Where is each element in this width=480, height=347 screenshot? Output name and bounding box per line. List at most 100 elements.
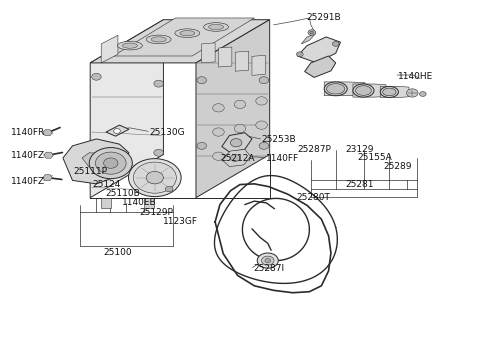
Circle shape [154, 80, 163, 87]
Circle shape [230, 154, 240, 161]
Text: 25287I: 25287I [253, 264, 285, 273]
Ellipse shape [175, 29, 200, 37]
Polygon shape [252, 55, 265, 75]
Circle shape [234, 125, 246, 133]
Polygon shape [101, 198, 111, 208]
Text: 25124: 25124 [93, 180, 121, 189]
Polygon shape [196, 20, 270, 198]
Text: 1140HE: 1140HE [398, 71, 433, 81]
Polygon shape [43, 130, 52, 136]
Ellipse shape [146, 35, 171, 44]
Circle shape [89, 147, 132, 179]
Polygon shape [235, 51, 249, 71]
Circle shape [45, 130, 50, 135]
Circle shape [310, 31, 314, 34]
Text: 25253B: 25253B [262, 135, 296, 144]
Text: 25280T: 25280T [297, 193, 330, 202]
Polygon shape [301, 34, 316, 44]
Circle shape [92, 142, 101, 149]
Polygon shape [305, 56, 336, 77]
Circle shape [420, 92, 426, 96]
Circle shape [165, 186, 173, 192]
Circle shape [407, 89, 418, 97]
Circle shape [262, 256, 274, 265]
Polygon shape [218, 47, 232, 67]
Circle shape [96, 152, 126, 174]
Circle shape [92, 73, 101, 80]
Circle shape [259, 77, 269, 84]
Circle shape [265, 259, 271, 263]
Text: 25111P: 25111P [73, 167, 108, 176]
Circle shape [197, 77, 206, 84]
Circle shape [213, 104, 224, 112]
Ellipse shape [180, 31, 195, 36]
Circle shape [46, 153, 51, 157]
Polygon shape [222, 149, 251, 167]
Circle shape [259, 142, 269, 149]
Circle shape [197, 142, 206, 149]
Text: 1140EB: 1140EB [122, 198, 157, 208]
Circle shape [133, 162, 176, 193]
Circle shape [256, 97, 267, 105]
Circle shape [308, 30, 316, 35]
Ellipse shape [204, 23, 228, 31]
Text: 25289: 25289 [384, 162, 412, 171]
Text: 25212A: 25212A [220, 154, 254, 163]
Circle shape [234, 150, 246, 159]
Polygon shape [90, 20, 163, 198]
Circle shape [230, 138, 242, 147]
Polygon shape [298, 37, 340, 63]
Polygon shape [44, 152, 53, 158]
Ellipse shape [118, 41, 143, 50]
Ellipse shape [324, 82, 347, 96]
Text: 1140FZ: 1140FZ [11, 177, 45, 186]
Circle shape [297, 52, 303, 57]
Circle shape [234, 100, 246, 109]
Circle shape [129, 159, 181, 197]
Circle shape [104, 158, 118, 168]
Circle shape [154, 149, 163, 156]
Ellipse shape [380, 86, 398, 98]
Polygon shape [82, 153, 110, 167]
Polygon shape [144, 198, 154, 208]
Text: 1140FF: 1140FF [266, 154, 300, 163]
Ellipse shape [122, 43, 137, 48]
Ellipse shape [326, 84, 345, 94]
Polygon shape [43, 175, 52, 181]
Circle shape [114, 129, 120, 133]
Text: 25291B: 25291B [306, 13, 341, 22]
Polygon shape [380, 86, 409, 98]
Text: 25281: 25281 [345, 180, 374, 189]
Text: 1123GF: 1123GF [162, 217, 197, 226]
Text: 25100: 25100 [104, 248, 132, 257]
Ellipse shape [383, 88, 396, 96]
Circle shape [332, 42, 339, 46]
Circle shape [257, 253, 278, 268]
Ellipse shape [209, 24, 224, 29]
Polygon shape [90, 20, 270, 63]
Polygon shape [113, 18, 254, 56]
Ellipse shape [356, 86, 372, 95]
Polygon shape [101, 35, 118, 63]
Polygon shape [63, 139, 129, 184]
Circle shape [45, 176, 50, 180]
Text: 25155A: 25155A [357, 153, 392, 162]
Circle shape [146, 171, 163, 184]
Polygon shape [106, 125, 129, 136]
Ellipse shape [151, 37, 166, 42]
Text: 25130G: 25130G [149, 128, 185, 136]
Circle shape [256, 121, 267, 129]
Polygon shape [222, 133, 252, 152]
Ellipse shape [353, 84, 374, 97]
Circle shape [213, 128, 224, 136]
Text: 25129P: 25129P [140, 208, 173, 217]
Polygon shape [202, 43, 215, 63]
Circle shape [213, 152, 224, 160]
Polygon shape [324, 82, 365, 96]
Text: 25110B: 25110B [105, 189, 140, 198]
Text: 23129: 23129 [345, 145, 374, 154]
Text: 25287P: 25287P [298, 145, 331, 154]
Text: 1140FZ: 1140FZ [11, 151, 45, 160]
Polygon shape [353, 84, 386, 97]
Text: 1140FR: 1140FR [11, 128, 46, 136]
